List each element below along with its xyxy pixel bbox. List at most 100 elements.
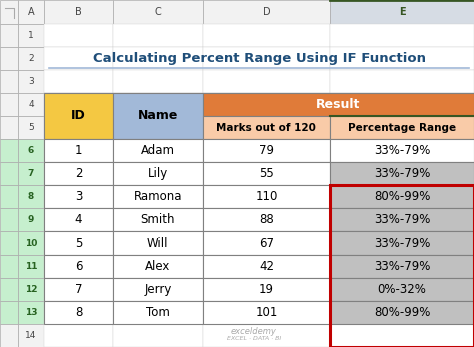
Text: 33%-79%: 33%-79% bbox=[374, 213, 430, 227]
Text: 8: 8 bbox=[75, 306, 82, 319]
Text: 2: 2 bbox=[75, 167, 82, 180]
Bar bbox=[330, 116, 474, 139]
Bar bbox=[330, 162, 474, 185]
Bar bbox=[18, 301, 44, 324]
Bar bbox=[203, 93, 474, 116]
Bar bbox=[330, 185, 474, 347]
Bar bbox=[44, 278, 113, 301]
Bar bbox=[203, 185, 330, 209]
Bar bbox=[113, 162, 203, 185]
Bar bbox=[44, 301, 113, 324]
Bar bbox=[113, 255, 203, 278]
Bar bbox=[113, 162, 203, 185]
Bar bbox=[0, 278, 18, 301]
Bar bbox=[44, 324, 113, 347]
Text: 9: 9 bbox=[28, 215, 34, 225]
Text: E: E bbox=[399, 7, 405, 17]
Bar bbox=[330, 0, 474, 24]
Bar bbox=[203, 209, 330, 231]
Bar bbox=[113, 47, 203, 70]
Bar bbox=[203, 162, 330, 185]
Text: 4: 4 bbox=[75, 213, 82, 227]
Bar bbox=[18, 278, 44, 301]
Text: 33%-79%: 33%-79% bbox=[374, 260, 430, 273]
Bar bbox=[113, 185, 203, 209]
Bar bbox=[0, 255, 18, 278]
Text: ID: ID bbox=[71, 110, 86, 122]
Bar bbox=[203, 162, 330, 185]
Bar bbox=[113, 231, 203, 255]
Text: Result: Result bbox=[316, 98, 361, 111]
Text: 33%-79%: 33%-79% bbox=[374, 144, 430, 157]
Text: Will: Will bbox=[147, 237, 169, 249]
Bar bbox=[0, 47, 18, 70]
Text: Jerry: Jerry bbox=[144, 283, 172, 296]
Bar bbox=[330, 231, 474, 255]
Text: 13: 13 bbox=[25, 308, 37, 317]
Text: 0%-32%: 0%-32% bbox=[377, 283, 427, 296]
Bar bbox=[203, 324, 330, 347]
Bar bbox=[203, 278, 330, 301]
Bar bbox=[203, 139, 330, 162]
Bar bbox=[113, 0, 203, 24]
Bar bbox=[44, 162, 113, 185]
Bar bbox=[330, 255, 474, 278]
Bar bbox=[113, 301, 203, 324]
Text: 88: 88 bbox=[259, 213, 274, 227]
Bar bbox=[113, 255, 203, 278]
Bar bbox=[203, 24, 330, 47]
Bar bbox=[18, 185, 44, 209]
Bar bbox=[330, 301, 474, 324]
Bar bbox=[203, 231, 330, 255]
Bar bbox=[0, 139, 18, 162]
Bar bbox=[18, 209, 44, 231]
Bar bbox=[113, 139, 203, 162]
Text: 19: 19 bbox=[259, 283, 274, 296]
Bar bbox=[203, 301, 330, 324]
Bar bbox=[0, 209, 18, 231]
Text: 33%-79%: 33%-79% bbox=[374, 167, 430, 180]
Bar bbox=[330, 278, 474, 301]
Bar bbox=[113, 231, 203, 255]
Bar bbox=[44, 209, 113, 231]
Bar bbox=[18, 93, 44, 116]
Bar bbox=[113, 185, 203, 209]
Bar bbox=[113, 209, 203, 231]
Text: 42: 42 bbox=[259, 260, 274, 273]
Bar bbox=[44, 231, 113, 255]
Bar bbox=[113, 24, 203, 47]
Bar bbox=[44, 278, 113, 301]
Bar bbox=[44, 185, 113, 209]
Bar bbox=[330, 116, 474, 139]
Text: A: A bbox=[28, 7, 34, 17]
Bar bbox=[0, 24, 18, 47]
Text: 80%-99%: 80%-99% bbox=[374, 306, 430, 319]
Bar bbox=[330, 185, 474, 209]
Bar bbox=[203, 47, 330, 70]
Bar bbox=[44, 47, 113, 70]
Bar bbox=[0, 162, 18, 185]
Bar bbox=[330, 47, 474, 70]
Bar bbox=[203, 209, 330, 231]
Bar bbox=[44, 231, 113, 255]
Bar bbox=[44, 0, 113, 24]
Text: 55: 55 bbox=[259, 167, 274, 180]
Text: Calculating Percent Range Using IF Function: Calculating Percent Range Using IF Funct… bbox=[92, 52, 426, 65]
Text: 3: 3 bbox=[75, 191, 82, 203]
Text: Name: Name bbox=[137, 110, 178, 122]
Text: Smith: Smith bbox=[141, 213, 175, 227]
Bar bbox=[203, 116, 330, 139]
Bar bbox=[203, 93, 330, 116]
Bar bbox=[0, 93, 18, 116]
Bar bbox=[330, 70, 474, 93]
Bar bbox=[203, 139, 330, 162]
Text: 80%-99%: 80%-99% bbox=[374, 191, 430, 203]
Text: 6: 6 bbox=[28, 146, 34, 155]
Bar bbox=[44, 139, 113, 162]
Bar bbox=[203, 231, 330, 255]
Bar bbox=[0, 0, 18, 24]
Bar bbox=[330, 255, 474, 278]
Bar bbox=[44, 162, 113, 185]
Bar bbox=[203, 278, 330, 301]
Bar bbox=[330, 24, 474, 47]
